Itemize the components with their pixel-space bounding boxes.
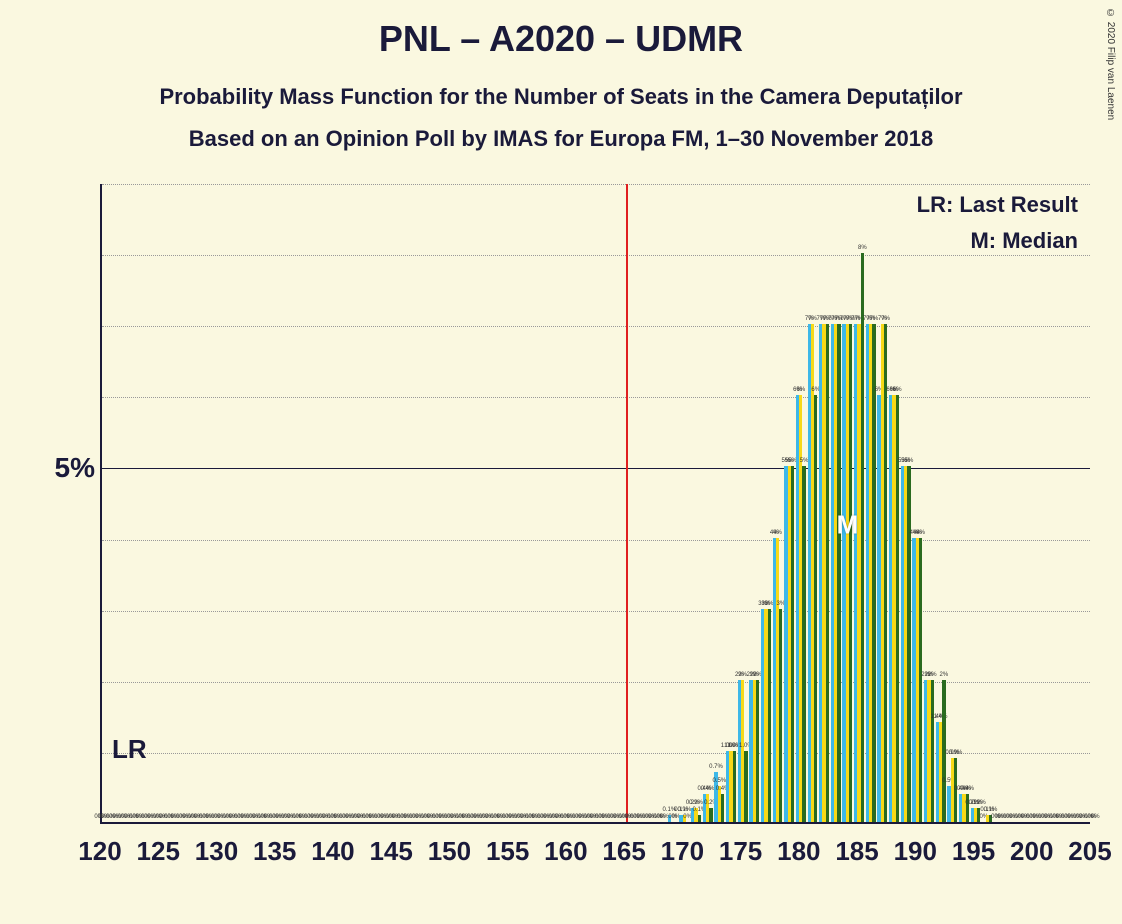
x-axis-label: 140: [311, 836, 354, 867]
bar-label: 0.1%: [678, 807, 692, 813]
bar-green: [709, 808, 712, 822]
title-block: PNL – A2020 – UDMR Probability Mass Func…: [0, 0, 1122, 152]
bar-label: 8%: [858, 245, 867, 251]
chart: LR: Last Result M: Median LR 0%0%0%0%0%0…: [70, 184, 1090, 884]
bar-green: [919, 538, 922, 822]
bar-green: [966, 794, 969, 822]
bar-label: 2%: [940, 672, 949, 678]
x-axis-label: 150: [428, 836, 471, 867]
bar-green: [768, 609, 771, 822]
x-axis-label: 175: [719, 836, 762, 867]
x-axis-label: 155: [486, 836, 529, 867]
chart-title: PNL – A2020 – UDMR: [0, 18, 1122, 60]
x-axis-label: 130: [195, 836, 238, 867]
bar-label: 0.4%: [701, 786, 715, 792]
bar-green: [721, 794, 724, 822]
y-axis-label-5pct: 5%: [40, 452, 95, 484]
x-axis-label: 180: [777, 836, 820, 867]
bar-label: 4%: [916, 530, 925, 536]
bar-green: [884, 324, 887, 822]
bar-green: [814, 395, 817, 822]
bar-label: 0.5%: [712, 778, 726, 784]
bar-green: [698, 815, 701, 822]
x-axis-labels: 1201251301351401451501551601651701751801…: [100, 836, 1090, 876]
bar-green: [779, 609, 782, 822]
bar-green: [733, 751, 736, 822]
x-axis-label: 165: [602, 836, 645, 867]
x-axis-label: 170: [661, 836, 704, 867]
bar-label: 0.2%: [972, 800, 986, 806]
x-axis-label: 120: [78, 836, 121, 867]
bar-green: [802, 466, 805, 822]
chart-subtitle-2: Based on an Opinion Poll by IMAS for Eur…: [0, 126, 1122, 152]
bar-label: 7%: [881, 316, 890, 322]
x-axis-label: 185: [835, 836, 878, 867]
x-axis-label: 125: [137, 836, 180, 867]
bar-green: [744, 751, 747, 822]
x-axis-label: 145: [369, 836, 412, 867]
bar-label: 0.9%: [949, 750, 963, 756]
bar-label: 6%: [796, 387, 805, 393]
x-axis-label: 160: [544, 836, 587, 867]
bar-green: [931, 680, 934, 822]
bar-green: [791, 466, 794, 822]
bar-green: [826, 324, 829, 822]
median-marker: M: [837, 510, 859, 541]
bar-label: 5%: [905, 458, 914, 464]
x-axis-label: 135: [253, 836, 296, 867]
bar-label: 0.2%: [689, 800, 703, 806]
bar-green: [756, 680, 759, 822]
bar-green: [837, 324, 840, 822]
plot-area: LR: Last Result M: Median LR 0%0%0%0%0%0…: [100, 184, 1090, 824]
x-axis-label: 200: [1010, 836, 1053, 867]
bar-label: 0.4%: [960, 786, 974, 792]
bar-label: 0.7%: [709, 764, 723, 770]
bar-green: [872, 324, 875, 822]
bar-label: 6%: [893, 387, 902, 393]
bar-label: 0%: [1091, 814, 1100, 820]
x-axis-label: 195: [952, 836, 995, 867]
chart-subtitle-1: Probability Mass Function for the Number…: [0, 84, 1122, 110]
copyright-text: © 2020 Filip van Laenen: [1105, 8, 1116, 120]
bar-label: 4%: [773, 530, 782, 536]
bar-green: [907, 466, 910, 822]
x-axis-label: 205: [1068, 836, 1111, 867]
x-axis-label: 190: [894, 836, 937, 867]
bars-container: 0%0%0%0%0%0%0%0%0%0%0%0%0%0%0%0%0%0%0%0%…: [102, 184, 1090, 822]
bar-green: [861, 253, 864, 822]
bar-green: [849, 324, 852, 822]
bar-label: 0.1%: [984, 807, 998, 813]
bar-label: 2%: [928, 672, 937, 678]
